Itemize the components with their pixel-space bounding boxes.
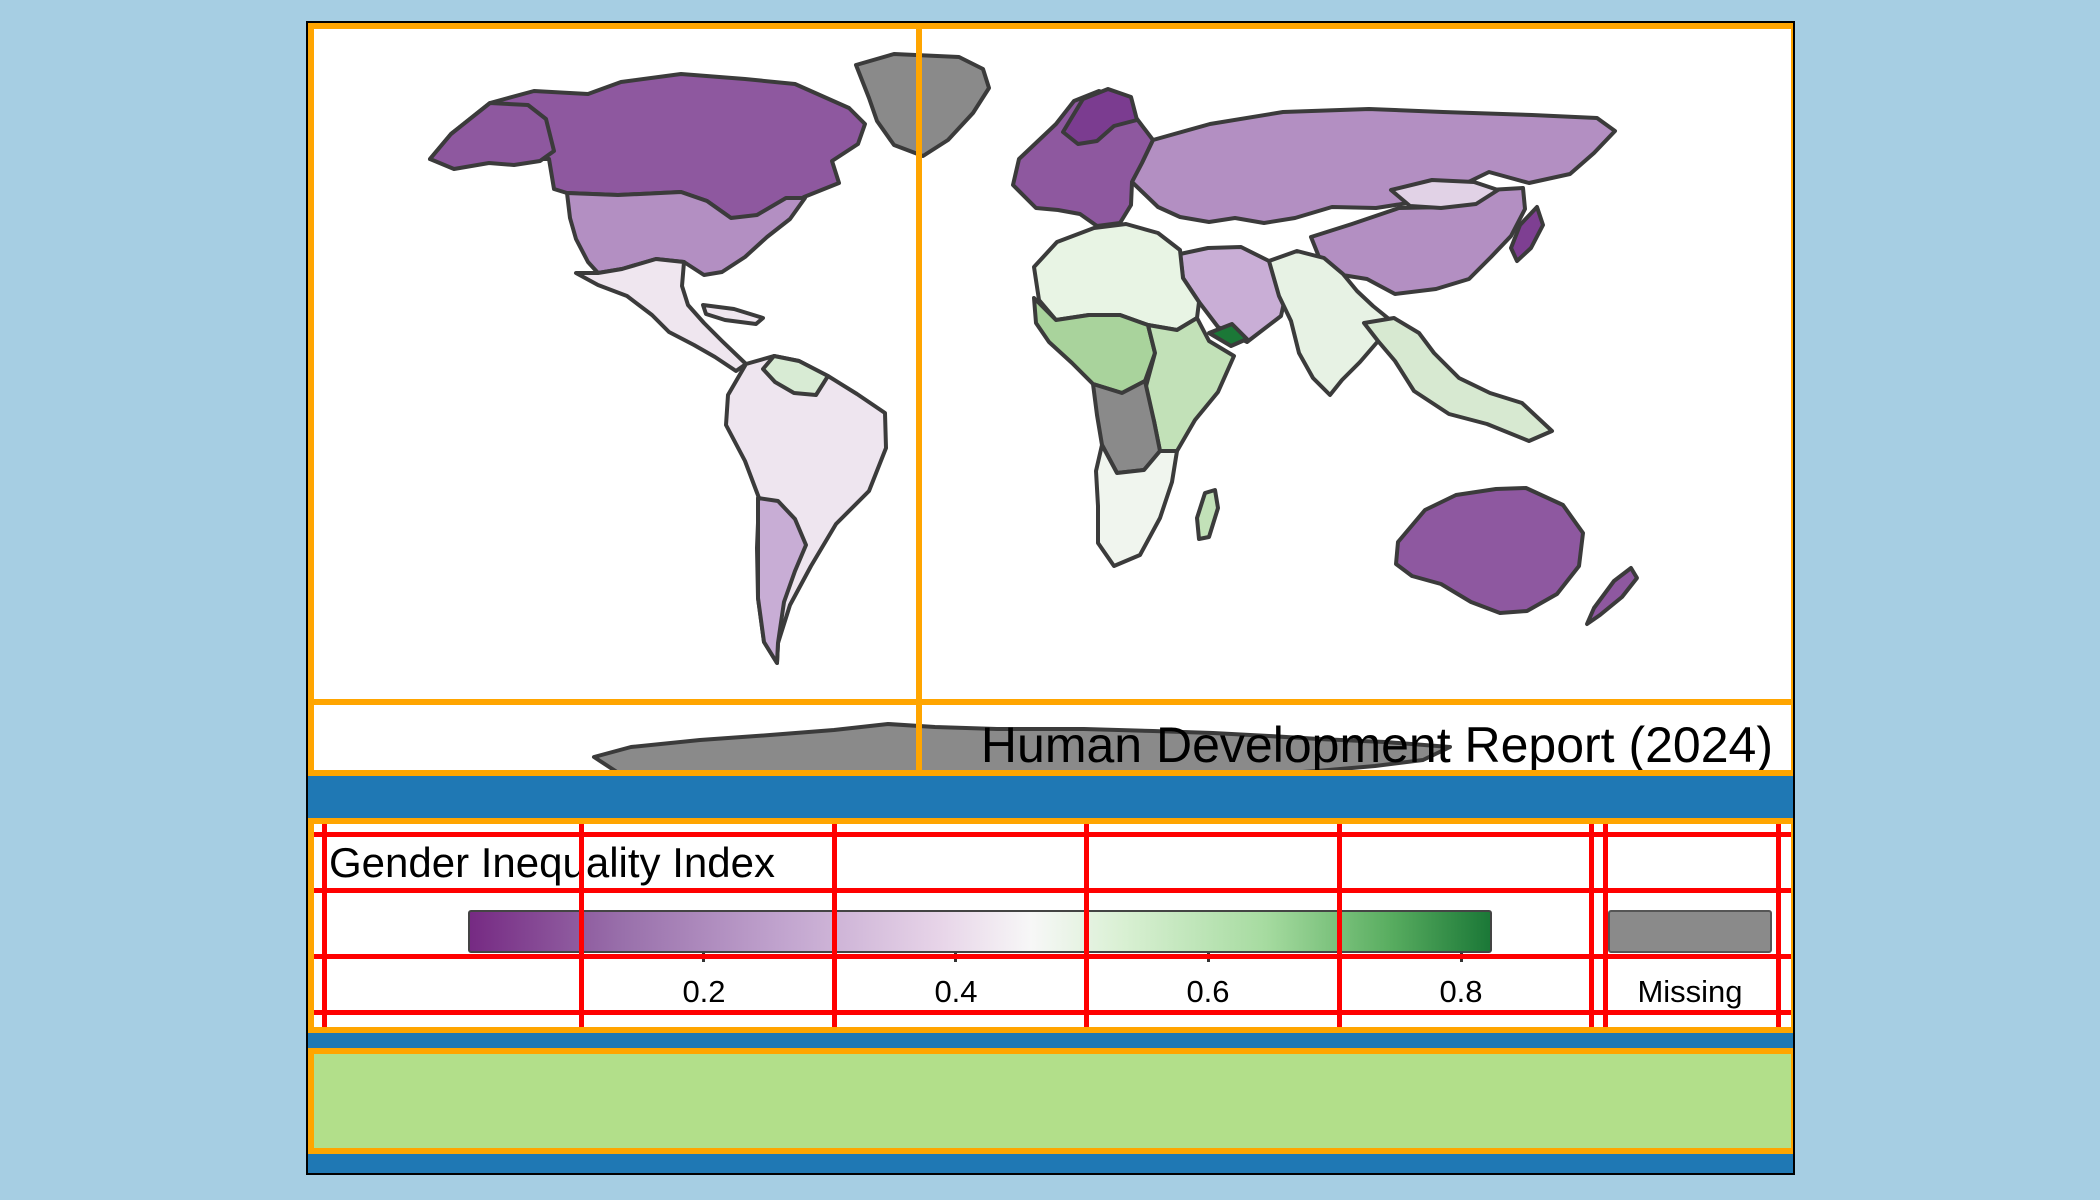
northern-south-america-region	[761, 354, 830, 397]
legend-grid-horizontal	[308, 888, 1793, 893]
united-states-region	[565, 190, 807, 277]
russia-central-asia-region	[1130, 107, 1617, 225]
legend-grid-vertical	[1776, 818, 1781, 1033]
tick-mark-0-2	[702, 953, 705, 962]
mexico-central-america-region	[574, 257, 748, 373]
japan-region	[1509, 205, 1545, 263]
tick-mark-0-4	[954, 953, 957, 962]
color-gradient-bar	[468, 910, 1492, 953]
caribbean-region	[701, 303, 765, 326]
map-title: Human Development Report (2024)	[980, 717, 1773, 773]
yemen-region	[1207, 322, 1249, 348]
antarctica-region	[592, 722, 1452, 776]
tick-label-0-2: 0.2	[682, 974, 726, 1009]
scandinavia-region	[1061, 87, 1139, 146]
southern-africa-region	[1094, 443, 1179, 568]
legend-title: Gender Inequality Index	[329, 839, 775, 886]
southern-cone-region	[756, 496, 808, 665]
legend-box: Gender Inequality Index 0.2 0.4 0.6 0.8 …	[308, 818, 1793, 1033]
missing-swatch	[1608, 910, 1772, 953]
legend-grid-horizontal	[308, 832, 1793, 837]
missing-label: Missing	[1637, 974, 1743, 1009]
tick-label-0-6: 0.6	[1186, 974, 1230, 1009]
madagascar-region	[1195, 488, 1220, 541]
tick-mark-0-6	[1207, 953, 1210, 962]
alaska-region	[428, 101, 556, 171]
green-panel	[308, 1048, 1793, 1154]
greenland-region	[854, 52, 991, 158]
tick-label-0-8: 0.8	[1439, 974, 1483, 1009]
legend-grid-vertical	[1589, 818, 1594, 1033]
india-south-asia-region	[1267, 249, 1391, 397]
mongolia-region	[1389, 178, 1500, 210]
southeast-asia-region	[1362, 316, 1554, 443]
world-map	[428, 52, 1639, 776]
legend-grid-horizontal	[308, 954, 1793, 959]
legend-grid-vertical	[322, 818, 327, 1033]
tick-mark-0-8	[1460, 953, 1463, 962]
legend-grid-horizontal	[308, 1010, 1793, 1015]
australia-region	[1394, 486, 1585, 615]
tick-label-0-4: 0.4	[934, 974, 978, 1009]
figure-panel: Human Development Report (2024) Gender I…	[306, 21, 1795, 1175]
new-zealand-region	[1585, 566, 1639, 626]
map-area: Human Development Report (2024)	[308, 23, 1793, 776]
south-america-region	[724, 354, 888, 665]
